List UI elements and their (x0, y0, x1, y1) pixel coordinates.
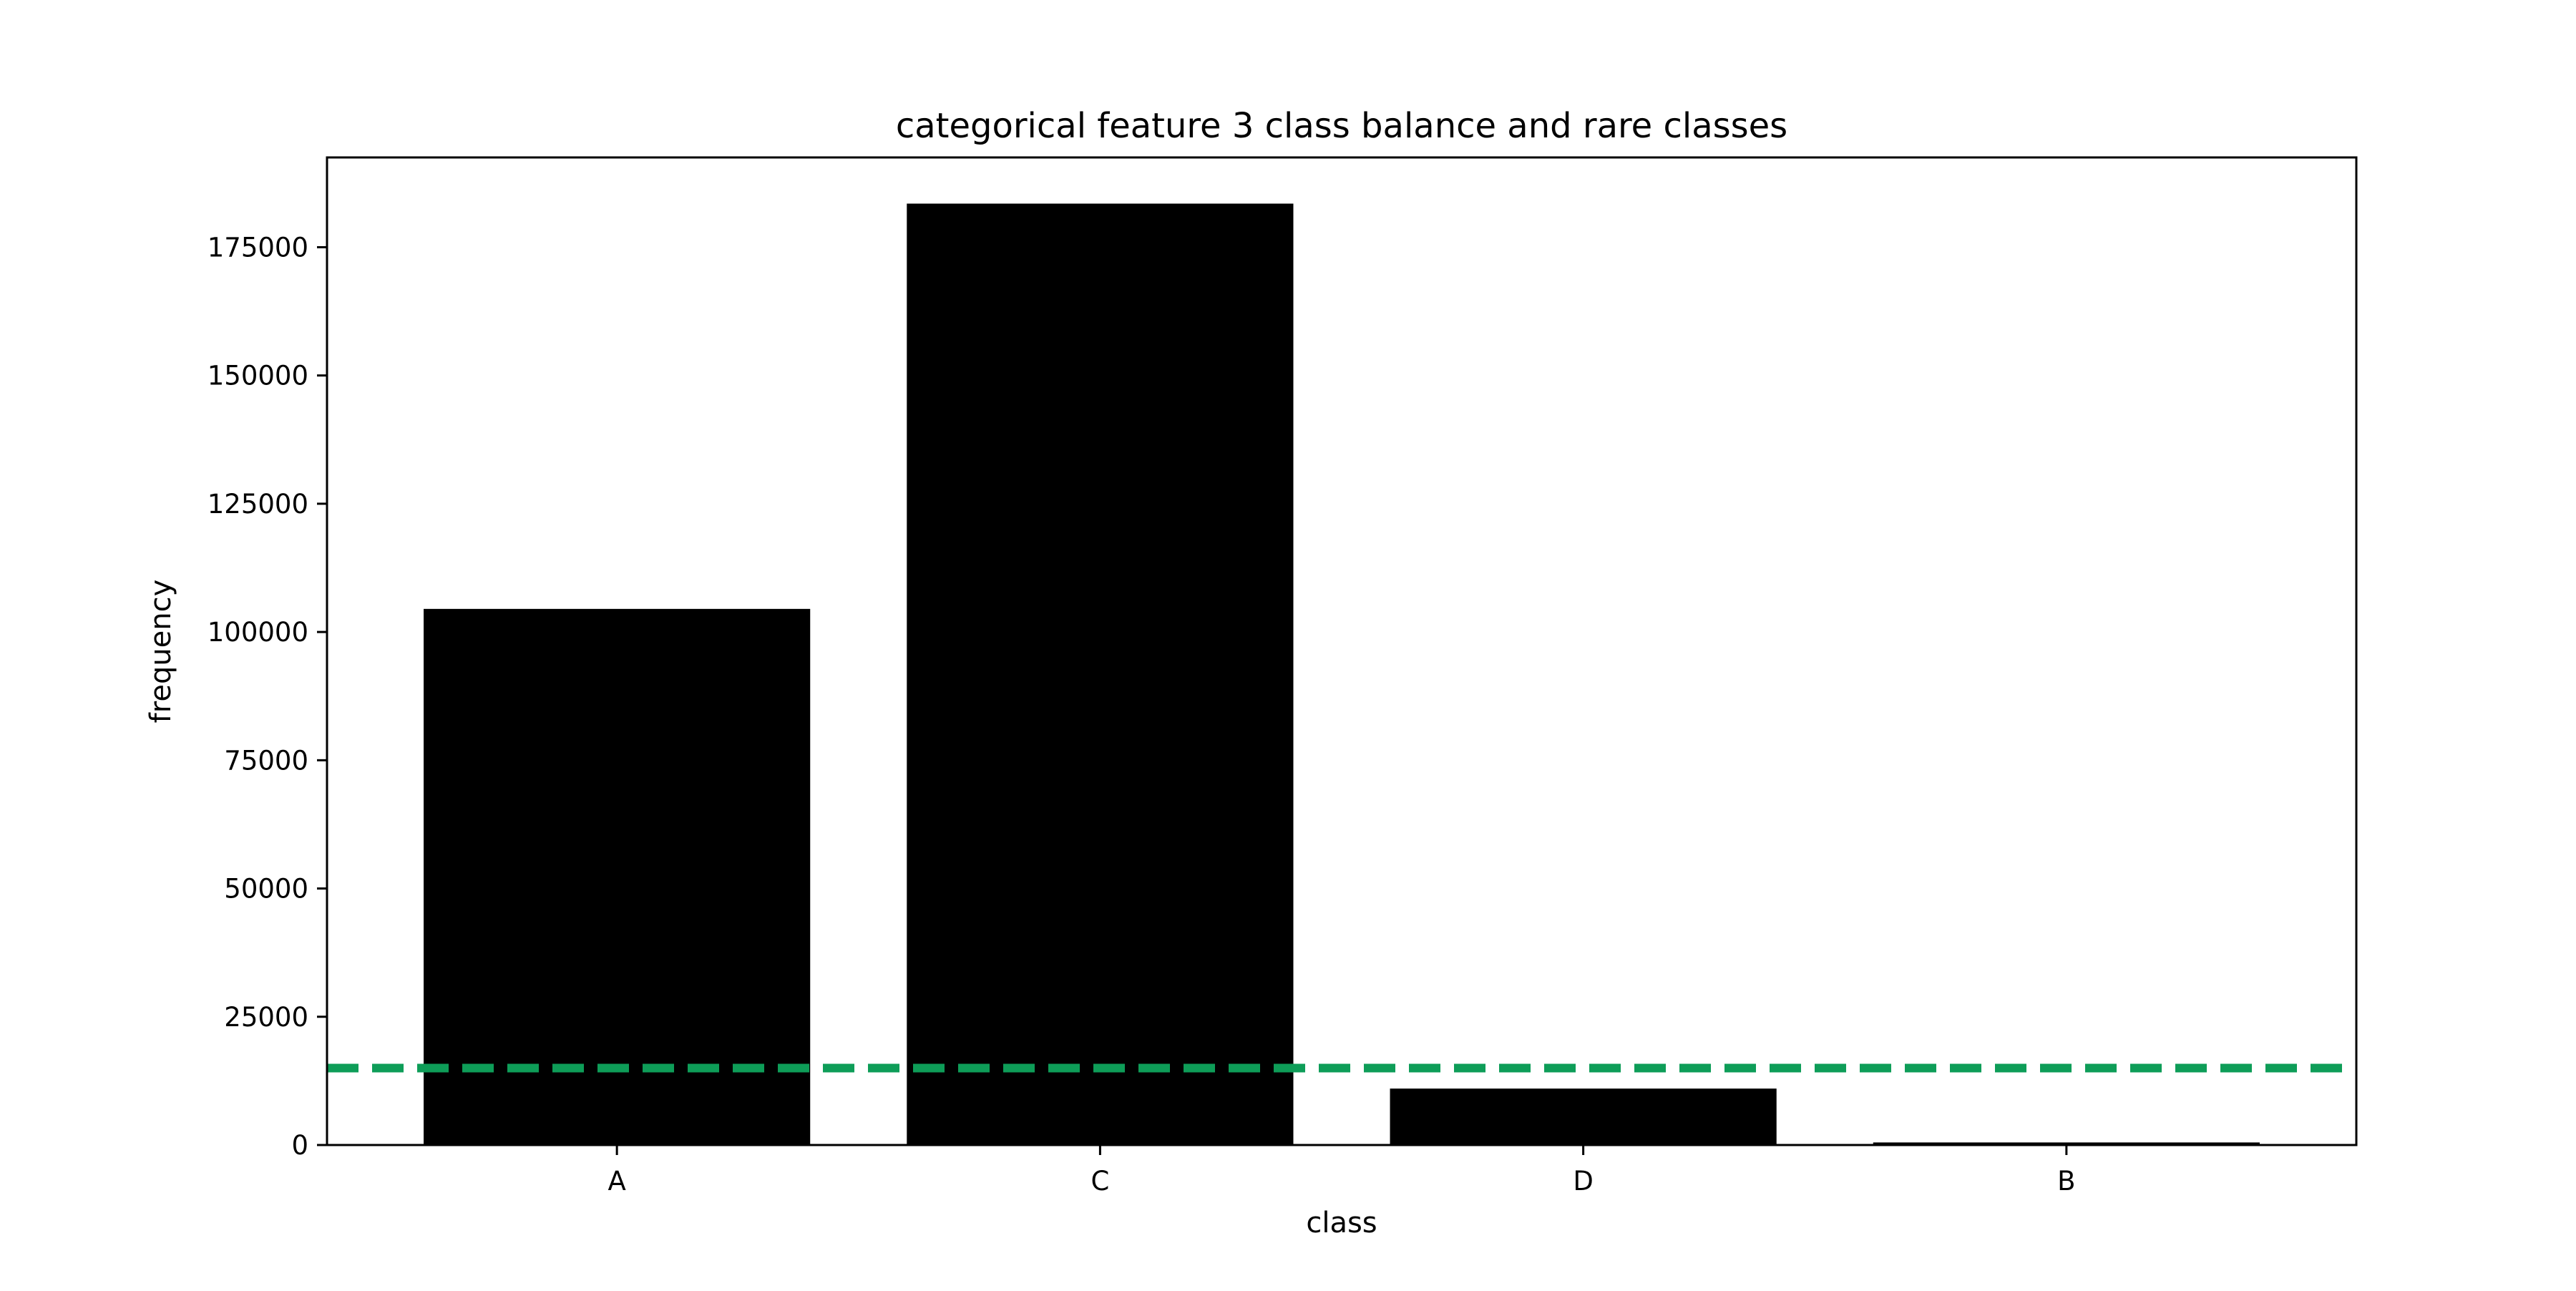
x-tick-label: A (608, 1166, 625, 1197)
x-axis-title: class (1306, 1207, 1377, 1239)
y-tick-label: 175000 (208, 232, 308, 263)
plot-frame (326, 156, 2358, 1146)
y-tick-label: 25000 (224, 1002, 308, 1033)
y-tick-label: 150000 (208, 361, 308, 391)
y-tick-label: 100000 (208, 617, 308, 648)
x-tick-label: D (1573, 1166, 1594, 1197)
x-tick-label: B (2057, 1166, 2075, 1197)
y-tick-label: 125000 (208, 489, 308, 520)
y-tick-label: 75000 (224, 745, 308, 776)
y-tick-label: 0 (291, 1130, 308, 1161)
x-tick-label: C (1091, 1166, 1109, 1197)
bar-B (1873, 1142, 2260, 1145)
bar-D (1390, 1088, 1777, 1145)
bar-A (424, 608, 811, 1145)
bars-layer (424, 203, 2260, 1145)
chart-title: categorical feature 3 class balance and … (896, 106, 1787, 146)
y-axis: 0 25000 50000 75000 100000 125000 150000 175000 (208, 232, 327, 1161)
y-axis-title: frequency (145, 580, 177, 724)
bar-C (907, 203, 1294, 1145)
y-tick-label: 50000 (224, 874, 308, 905)
